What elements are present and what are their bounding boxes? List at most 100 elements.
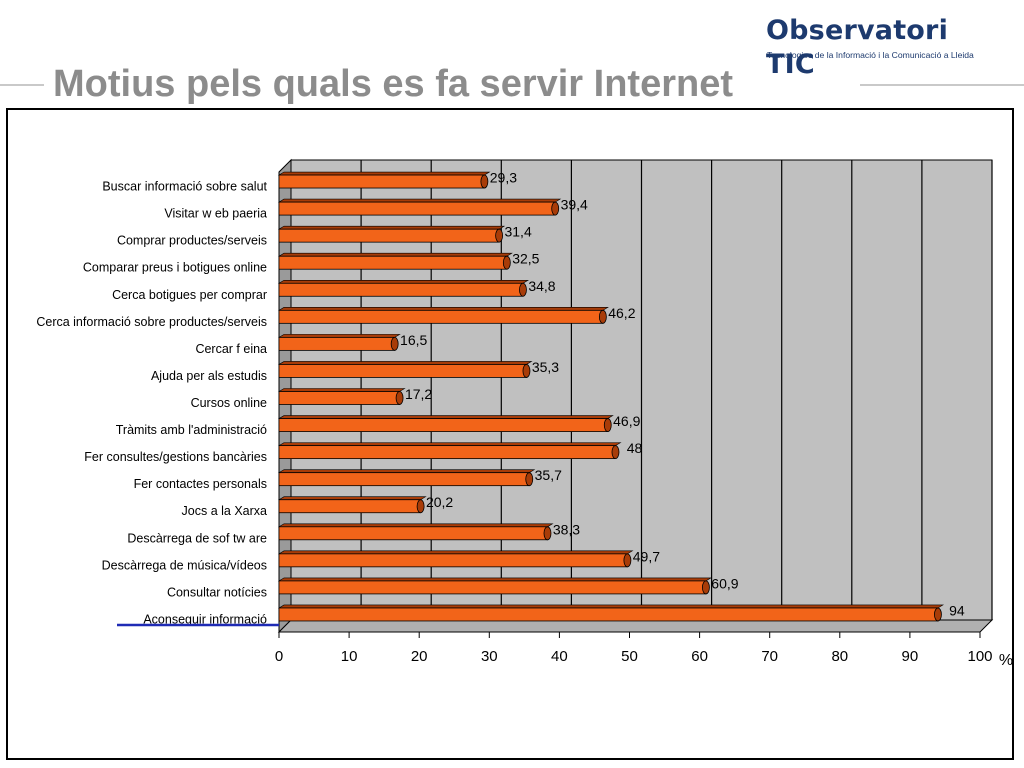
category-label: Descàrrega de sof tw are (127, 531, 267, 545)
data-label: 35,7 (535, 467, 562, 483)
x-tick-label: 70 (761, 648, 778, 665)
category-label: Comparar preus i botigues online (83, 261, 267, 275)
bar-top-face (277, 361, 533, 365)
bar-end-cap (551, 201, 560, 216)
category-label: Visitar w eb paeria (164, 207, 267, 221)
bar-top-face (277, 442, 622, 446)
category-label: Aconseguir informació (143, 612, 267, 626)
bar (278, 228, 500, 243)
bar-top-face (277, 171, 491, 176)
bar-top-face (277, 198, 562, 203)
bar-top-face (277, 550, 634, 555)
bar-top-face (277, 415, 614, 419)
bar-top-face (277, 307, 609, 311)
observatori-tic-logo: Observatori TIC Tecnologies de la Inform… (766, 14, 996, 80)
bar-end-cap (934, 607, 942, 622)
bar-end-cap (519, 282, 527, 297)
category-label: Fer consultes/gestions bancàries (84, 450, 267, 464)
bar-end-cap (525, 472, 534, 487)
x-tick-label: 50 (621, 648, 638, 665)
bar (278, 607, 939, 622)
bar (278, 580, 707, 595)
bar (278, 174, 485, 189)
category-label: Cercar f eina (195, 342, 267, 356)
bar-top-face (277, 388, 406, 392)
data-label: 35,3 (532, 359, 559, 375)
data-label: 17,2 (405, 386, 432, 402)
unit-label: % (999, 652, 1013, 669)
data-label: 60,9 (711, 575, 738, 591)
bar-end-cap (495, 228, 504, 243)
x-tick-label: 30 (481, 648, 498, 665)
chart-frame (6, 108, 1014, 760)
title-rule-right (860, 84, 1024, 86)
bar (278, 445, 616, 460)
category-label: Descàrrega de música/vídeos (102, 558, 267, 572)
bar (278, 201, 556, 216)
data-label: 31,4 (504, 224, 531, 240)
data-label: 46,2 (608, 305, 635, 321)
bar (278, 309, 604, 324)
x-tick-label: 100 (967, 648, 992, 665)
bar (278, 553, 628, 568)
data-label: 39,4 (561, 197, 588, 213)
data-label: 20,2 (426, 494, 453, 510)
category-label: Cerca botigues per comprar (112, 288, 267, 302)
bar-top-face (277, 469, 536, 473)
category-label: Cerca informació sobre productes/serveis (36, 315, 267, 329)
bar-end-cap (611, 445, 620, 460)
bar (278, 364, 527, 378)
x-tick-label: 80 (831, 648, 848, 665)
category-label: Consultar notícies (167, 585, 267, 599)
bar-end-cap (598, 309, 607, 324)
data-label: 16,5 (400, 332, 427, 348)
bar (278, 472, 530, 487)
category-label: Comprar productes/serveis (117, 234, 267, 248)
data-label: 46,9 (613, 413, 640, 429)
bar (278, 418, 609, 432)
bar-end-cap (502, 255, 511, 270)
data-label: 32,5 (512, 251, 539, 267)
data-label: 94 (949, 602, 965, 618)
bar-top-face (277, 225, 506, 230)
bar-end-cap (603, 418, 612, 432)
page-title: Motius pels quals es fa servir Internet (53, 63, 733, 105)
bar-top-face (277, 334, 401, 338)
bar-end-cap (480, 174, 489, 189)
data-label: 29,3 (490, 170, 517, 186)
category-label: Cursos online (191, 396, 267, 410)
bar-top-face (277, 252, 513, 257)
x-tick-label: 90 (902, 648, 919, 665)
bar-top-face (277, 577, 712, 582)
bar (278, 526, 548, 541)
data-label: 48 (627, 440, 643, 456)
category-label: Tràmits amb l'administració (116, 423, 267, 437)
data-label: 34,8 (528, 278, 555, 294)
bar-end-cap (522, 364, 531, 378)
bar-top-face (277, 523, 554, 528)
bar-end-cap (390, 336, 399, 351)
category-label: Buscar informació sobre salut (102, 180, 267, 194)
title-rule-left (0, 84, 44, 86)
plot-floor (277, 619, 994, 633)
bar-end-cap (702, 580, 710, 595)
logo-subtitle: Tecnologies de la Informació i la Comuni… (767, 50, 974, 60)
x-tick-label: 60 (691, 648, 708, 665)
bar-top-face (277, 279, 530, 284)
logo-title: Observatori TIC (766, 15, 949, 80)
bar-top-face (277, 496, 427, 501)
bar (278, 282, 524, 297)
x-tick-label: 0 (275, 648, 283, 665)
data-label: 49,7 (633, 548, 660, 564)
x-tick-label: 40 (551, 648, 568, 665)
x-tick-label: 10 (341, 648, 358, 665)
bar-top-face (277, 604, 945, 609)
bar (278, 255, 508, 270)
x-tick-label: 20 (411, 648, 428, 665)
bar-end-cap (543, 526, 552, 541)
category-label: Ajuda per als estudis (151, 369, 267, 383)
category-label: Fer contactes personals (134, 477, 267, 491)
data-label: 38,3 (553, 521, 580, 537)
bar (278, 499, 422, 514)
